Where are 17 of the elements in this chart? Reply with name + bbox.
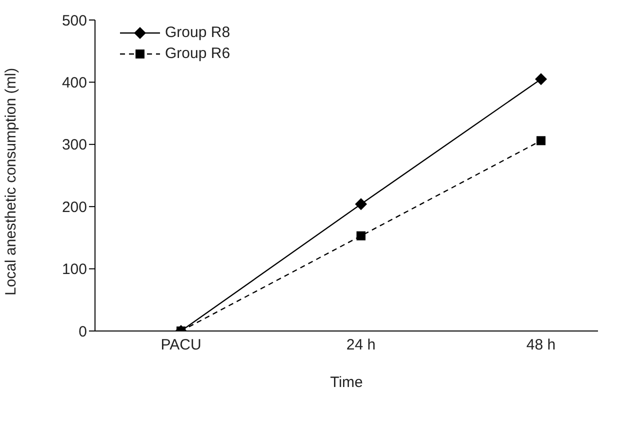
point xyxy=(356,231,366,240)
x-tick-label: 48 h xyxy=(526,336,556,354)
point xyxy=(536,136,546,146)
y-tick-label: 0 xyxy=(78,323,87,340)
legend-label: Group R8 xyxy=(165,24,230,41)
point xyxy=(355,198,367,210)
x-tick-label: PACU xyxy=(160,336,202,354)
y-tick-label: 200 xyxy=(62,198,87,216)
y-tick-label: 100 xyxy=(62,261,87,278)
x-axis-title: Time xyxy=(330,374,363,391)
legend-label: Group R6 xyxy=(165,45,230,62)
y-tick-label: 500 xyxy=(62,12,87,30)
y-axis-title: Local anesthetic consumption (ml) xyxy=(2,68,20,296)
y-tick-label: 400 xyxy=(62,74,87,92)
y-tick-label: 300 xyxy=(62,136,87,154)
x-tick-label: 24 h xyxy=(346,336,376,354)
point xyxy=(535,73,547,86)
